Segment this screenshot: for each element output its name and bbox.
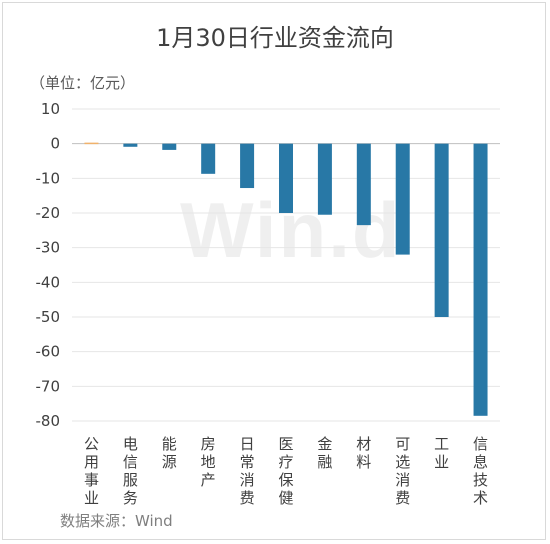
y-tick-label: -50 xyxy=(36,308,61,326)
y-tick-label: 0 xyxy=(50,135,60,153)
y-tick-label: -20 xyxy=(36,204,61,222)
bar xyxy=(473,143,488,416)
bar xyxy=(356,143,371,226)
x-tick-label: 医疗保健 xyxy=(278,435,293,507)
bar xyxy=(317,143,332,215)
x-tick-label: 公用事业 xyxy=(84,435,99,507)
x-tick-label: 能源 xyxy=(162,435,177,471)
unit-label: （单位：亿元） xyxy=(30,74,136,92)
bar xyxy=(240,143,255,189)
bar xyxy=(123,143,138,147)
bar xyxy=(84,142,99,145)
y-tick-label: -70 xyxy=(36,377,61,395)
chart-frame xyxy=(2,2,546,540)
y-tick-label: -40 xyxy=(36,273,61,291)
x-tick-label: 工业 xyxy=(434,435,449,471)
y-tick-label: -80 xyxy=(36,412,61,430)
bar xyxy=(279,143,293,213)
x-tick-label: 可选消费 xyxy=(395,435,410,507)
x-tick-label: 电信服务 xyxy=(123,435,138,507)
chart-title: 1月30日行业资金流向 xyxy=(156,24,394,52)
x-tick-label: 日常消费 xyxy=(240,435,255,507)
y-tick-label: -30 xyxy=(36,239,61,257)
bar xyxy=(395,143,410,255)
x-tick-label: 房地产 xyxy=(201,435,216,489)
bar xyxy=(201,143,216,174)
bar xyxy=(162,143,177,150)
x-tick-label: 金融 xyxy=(317,435,332,471)
bar xyxy=(434,143,449,317)
y-tick-label: -60 xyxy=(36,343,61,361)
source-note: 数据来源：Wind xyxy=(60,512,173,530)
y-tick-label: 10 xyxy=(41,100,60,118)
x-tick-label: 材料 xyxy=(356,435,371,471)
x-tick-label: 信息技术 xyxy=(473,435,488,507)
y-tick-label: -10 xyxy=(36,169,61,187)
